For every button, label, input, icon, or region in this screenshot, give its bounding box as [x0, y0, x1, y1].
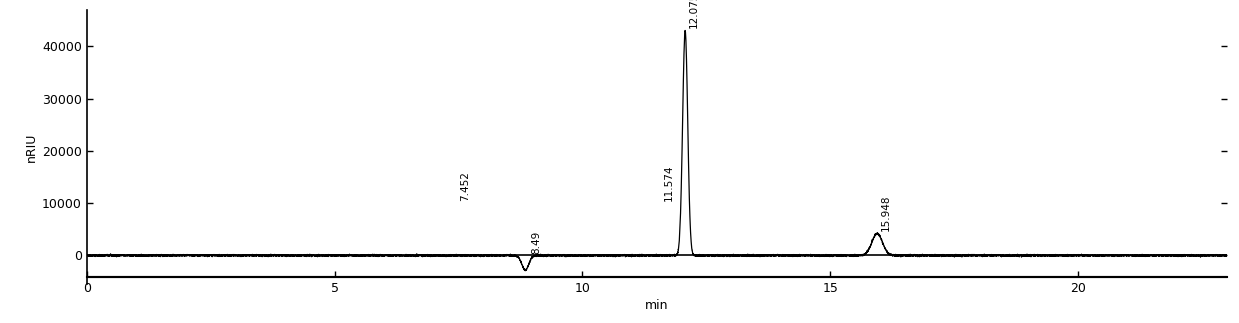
Text: 7.452: 7.452: [460, 171, 470, 201]
X-axis label: min: min: [646, 299, 668, 312]
Text: 15.948: 15.948: [881, 194, 891, 231]
Y-axis label: nRIU: nRIU: [25, 132, 38, 162]
Text: 12.075: 12.075: [689, 0, 699, 28]
Text: 11.574: 11.574: [664, 164, 674, 201]
Text: 8.49: 8.49: [532, 231, 541, 254]
